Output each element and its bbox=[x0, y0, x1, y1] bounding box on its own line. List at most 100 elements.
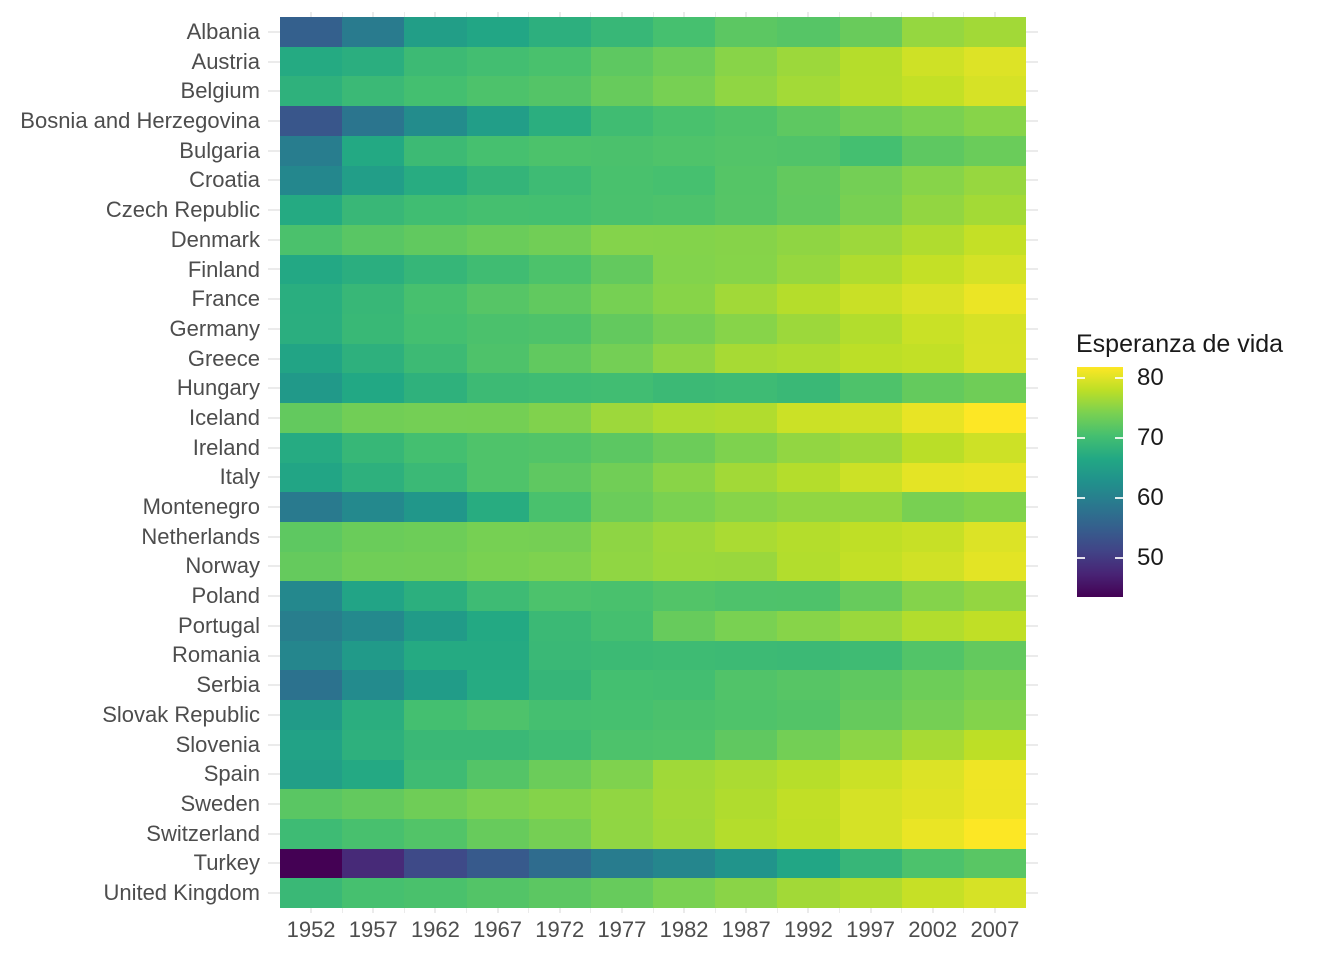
heatmap-cell bbox=[404, 403, 467, 433]
country-axis-label: Croatia bbox=[189, 167, 260, 193]
heatmap-cell bbox=[466, 789, 529, 819]
heatmap-cell bbox=[653, 343, 716, 374]
heatmap-cell bbox=[404, 195, 467, 225]
heatmap-cell bbox=[342, 76, 405, 107]
heatmap-cell bbox=[528, 343, 591, 374]
heatmap-cell bbox=[404, 432, 467, 463]
heatmap-cell bbox=[342, 17, 405, 47]
heatmap-cell bbox=[963, 700, 1026, 730]
heatmap-cell bbox=[653, 640, 716, 671]
heatmap-cell bbox=[280, 581, 343, 611]
heatmap-cell bbox=[280, 611, 343, 641]
heatmap-cell bbox=[901, 581, 964, 611]
heatmap-cell bbox=[777, 492, 840, 522]
heatmap-cell bbox=[528, 551, 591, 582]
heatmap-cell bbox=[280, 492, 343, 522]
heatmap-cell bbox=[839, 284, 902, 314]
heatmap-cell bbox=[839, 818, 902, 849]
heatmap-cell bbox=[342, 135, 405, 166]
heatmap-cell bbox=[653, 700, 716, 730]
heatmap-cell bbox=[839, 165, 902, 196]
heatmap-cell bbox=[901, 848, 964, 879]
heatmap-cell bbox=[653, 403, 716, 433]
heatmap-cell bbox=[963, 789, 1026, 819]
heatmap-cell bbox=[777, 432, 840, 463]
heatmap-cell bbox=[901, 76, 964, 107]
heatmap-cell bbox=[839, 76, 902, 107]
heatmap-cell bbox=[590, 551, 653, 582]
heatmap-cell bbox=[280, 106, 343, 136]
heatmap-cell bbox=[466, 343, 529, 374]
heatmap-cell bbox=[715, 314, 778, 344]
year-axis-label: 2007 bbox=[970, 917, 1020, 942]
heatmap-cell bbox=[653, 611, 716, 641]
heatmap-cell bbox=[839, 195, 902, 225]
heatmap-cell bbox=[777, 195, 840, 225]
heatmap-cell bbox=[404, 462, 467, 493]
legend-tick-mark bbox=[1077, 376, 1085, 379]
country-axis-label: Hungary bbox=[176, 375, 260, 401]
heatmap-cell bbox=[715, 700, 778, 730]
heatmap-cell bbox=[280, 403, 343, 433]
heatmap-cell bbox=[404, 611, 467, 641]
year-axis-label: 1977 bbox=[597, 917, 647, 942]
country-axis-label: Greece bbox=[187, 345, 260, 371]
heatmap-cell bbox=[653, 492, 716, 522]
heatmap-cell bbox=[590, 135, 653, 166]
heatmap-cell bbox=[963, 403, 1026, 433]
heatmap-cell bbox=[404, 640, 467, 671]
heatmap-cell bbox=[404, 818, 467, 849]
heatmap-cell bbox=[901, 492, 964, 522]
heatmap-cell bbox=[404, 700, 467, 730]
heatmap-cell bbox=[777, 878, 840, 908]
heatmap-cell bbox=[342, 165, 405, 196]
heatmap-cell bbox=[280, 551, 343, 582]
legend-colorbar bbox=[1077, 367, 1123, 597]
heatmap-cell bbox=[715, 284, 778, 314]
country-axis-label: Belgium bbox=[180, 78, 260, 104]
heatmap-cell bbox=[839, 878, 902, 908]
heatmap-cell bbox=[528, 17, 591, 47]
heatmap-cell bbox=[342, 432, 405, 463]
legend-tick-label: 60 bbox=[1137, 484, 1164, 512]
heatmap-cell bbox=[466, 521, 529, 552]
country-axis-label: Finland bbox=[187, 256, 260, 282]
heatmap-cell bbox=[466, 878, 529, 908]
heatmap-cell bbox=[839, 789, 902, 819]
heatmap-cell bbox=[839, 432, 902, 463]
heatmap-cell bbox=[715, 640, 778, 671]
heatmap-cell bbox=[404, 135, 467, 166]
heatmap-cell bbox=[590, 343, 653, 374]
heatmap-cell bbox=[528, 759, 591, 790]
heatmap-cell bbox=[590, 46, 653, 77]
heatmap-cell bbox=[466, 848, 529, 879]
heatmap-cell bbox=[901, 343, 964, 374]
heatmap-cell bbox=[342, 254, 405, 285]
heatmap-cell bbox=[777, 670, 840, 701]
heatmap-cell bbox=[528, 640, 591, 671]
heatmap-cell bbox=[466, 403, 529, 433]
heatmap-cell bbox=[963, 224, 1026, 255]
heatmap-cell bbox=[901, 403, 964, 433]
heatmap-cell bbox=[777, 611, 840, 641]
heatmap-cell bbox=[528, 314, 591, 344]
heatmap-cell bbox=[839, 224, 902, 255]
heatmap-cell bbox=[280, 165, 343, 196]
heatmap-cell bbox=[342, 284, 405, 314]
heatmap-cell bbox=[777, 373, 840, 404]
heatmap-cell bbox=[280, 314, 343, 344]
heatmap-cell bbox=[280, 848, 343, 879]
heatmap-cell bbox=[466, 224, 529, 255]
heatmap-cell bbox=[466, 492, 529, 522]
country-axis-label: Iceland bbox=[189, 404, 260, 430]
heatmap-cell bbox=[590, 76, 653, 107]
heatmap-cell bbox=[963, 848, 1026, 879]
heatmap-cell bbox=[963, 492, 1026, 522]
heatmap-cell bbox=[528, 284, 591, 314]
heatmap-cell bbox=[466, 432, 529, 463]
heatmap-cell bbox=[777, 521, 840, 552]
heatmap-cell bbox=[653, 46, 716, 77]
heatmap-cell bbox=[342, 848, 405, 879]
heatmap-cell bbox=[528, 462, 591, 493]
heatmap-cell bbox=[653, 314, 716, 344]
